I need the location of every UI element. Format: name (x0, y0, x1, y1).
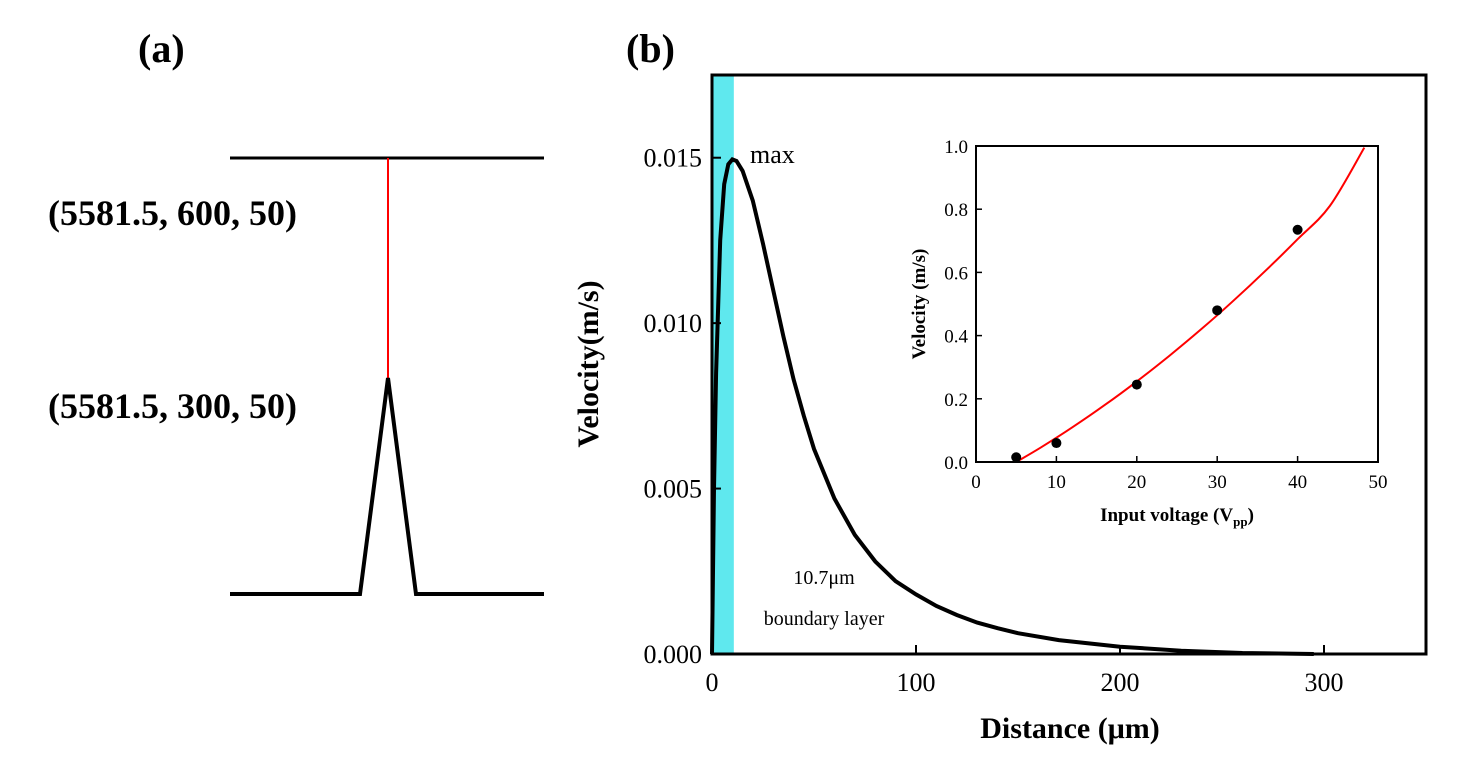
main-x-tick-label: 100 (897, 668, 936, 697)
main-x-tick-label: 200 (1101, 668, 1140, 697)
inset-y-tick-label: 0.8 (944, 200, 968, 221)
inset-x-tick-label: 50 (1369, 472, 1388, 493)
data-point (1011, 452, 1022, 463)
inset-x-tick-label: 30 (1208, 472, 1227, 493)
main-y-tick-label: 0.010 (644, 309, 703, 338)
sharp-edge-profile (230, 377, 544, 596)
inset-x-tick-label: 40 (1288, 472, 1307, 493)
main-x-ticks: 0 100 200 300 (706, 645, 1344, 697)
inset-chart: 0 10 20 30 40 50 0.0 0.2 0.4 0.6 0.8 1.0 Input vol… (909, 137, 1388, 529)
main-x-tick-label: 0 (706, 668, 719, 697)
velocity-profile-curve (710, 157, 1314, 656)
main-y-tick-label: 0.005 (644, 475, 703, 504)
inset-y-tick-label: 0.6 (944, 263, 968, 284)
boundary-annotation-value: 10.7μm (793, 567, 855, 589)
fit-curve (1015, 147, 1366, 463)
panel-a: (a) (5581.5, 600, 50) (5581.5, 300, 50) (48, 26, 544, 596)
boundary-layer-band (712, 75, 734, 654)
boundary-annotation-text: boundary layer (764, 608, 885, 630)
inset-y-tick-label: 0.2 (944, 390, 968, 411)
data-point (1051, 438, 1062, 449)
inset-x-tick-label: 0 (971, 472, 981, 493)
inset-y-tick-label: 1.0 (944, 137, 968, 158)
main-plot-frame (710, 73, 1428, 656)
max-annotation: max (750, 140, 795, 169)
panel-b-label: (b) (626, 26, 675, 71)
inset-y-axis-label: Velocity (m/s) (909, 249, 930, 360)
inset-plot-frame (975, 145, 1379, 463)
main-x-tick-label: 300 (1305, 668, 1344, 697)
inset-y-tick-label: 0.4 (944, 327, 968, 348)
inset-x-tick-label: 10 (1047, 472, 1066, 493)
inset-y-ticks: 0.0 0.2 0.4 0.6 0.8 1.0 (944, 137, 982, 474)
main-y-tick-label: 0.000 (644, 640, 703, 669)
inset-x-tick-label: 20 (1127, 472, 1146, 493)
data-point (1131, 379, 1142, 390)
main-x-axis-label: Distance (μm) (980, 712, 1159, 745)
panel-a-label: (a) (138, 26, 185, 71)
data-point (1292, 224, 1303, 235)
inset-data-points (1011, 224, 1303, 463)
tip-point-label: (5581.5, 300, 50) (48, 386, 297, 426)
main-y-axis-label: Velocity(m/s) (572, 280, 605, 447)
main-y-tick-label: 0.015 (644, 144, 703, 173)
inset-x-ticks: 0 10 20 30 40 50 (971, 456, 1388, 493)
inset-y-tick-label: 0.0 (944, 453, 968, 474)
data-point (1212, 305, 1223, 316)
inset-x-axis-label: Input voltage (Vpp) (1100, 505, 1254, 529)
top-point-label: (5581.5, 600, 50) (48, 193, 297, 233)
main-y-ticks: 0.000 0.005 0.010 0.015 (644, 144, 721, 669)
